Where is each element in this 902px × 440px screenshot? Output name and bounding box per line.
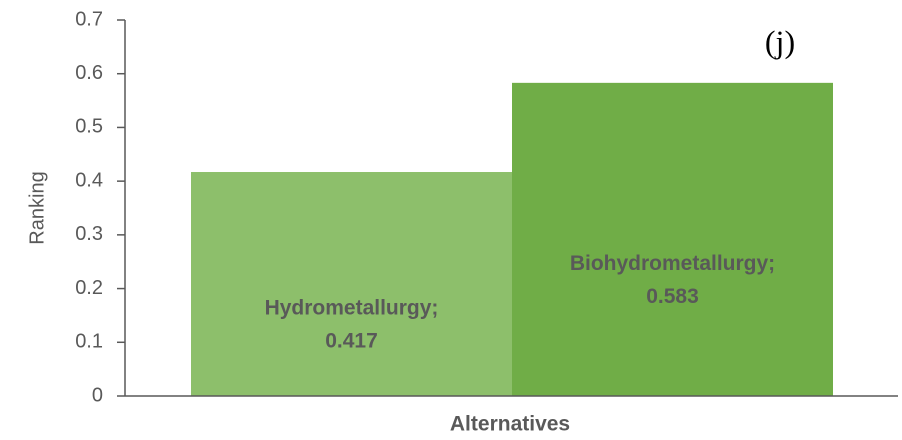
data-label-value: 0.417 [325, 330, 378, 353]
y-tick-label: 0 [92, 384, 103, 406]
y-tick-label: 0.3 [75, 223, 103, 245]
y-tick-label: 0.1 [75, 331, 103, 353]
x-axis-title: Alternatives [450, 413, 570, 436]
y-tick-label: 0.7 [75, 8, 103, 30]
y-tick-label: 0.6 [75, 62, 103, 84]
y-tick-label: 0.2 [75, 277, 103, 299]
bar [191, 172, 512, 396]
y-tick-label: 0.5 [75, 116, 103, 138]
data-label-category: Hydrometallurgy; [265, 297, 439, 320]
annotation: (j) [765, 23, 795, 59]
y-tick-label: 0.4 [75, 169, 103, 191]
y-axis-title: Ranking [26, 171, 48, 244]
data-label-value: 0.583 [646, 285, 699, 308]
bar [512, 82, 833, 397]
data-label-category: Biohydrometallurgy; [570, 252, 775, 275]
